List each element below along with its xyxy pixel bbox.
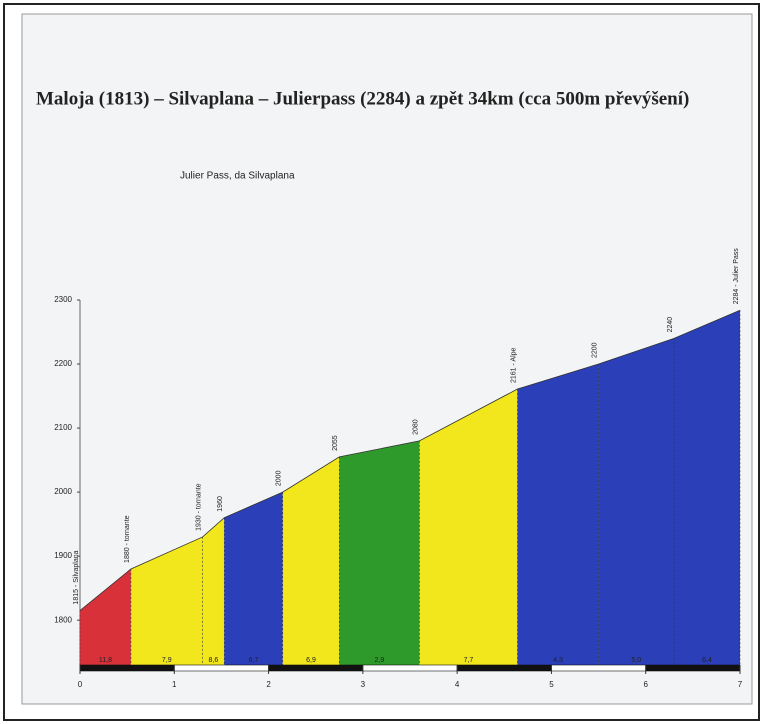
plot: 1800 1900 2000 2100 2200 2300 11,8 7,9 8,6 6,7 6,9… [54, 248, 743, 689]
point-label: 1930 - tornante [195, 483, 202, 531]
point-label: 2200 [591, 342, 598, 358]
point-label: 2240 [667, 317, 674, 333]
x-tick-label: 7 [738, 680, 743, 689]
segment-label: 6,7 [249, 657, 259, 664]
chart-subtitle: Julier Pass, da Silvaplana [180, 171, 295, 182]
segment-label: 7,7 [464, 657, 474, 664]
point-label: 2161 - Alpe [510, 347, 517, 383]
segment-label: 5,0 [631, 657, 641, 664]
y-tick-label: 2000 [54, 487, 72, 496]
x-tick-label: 0 [78, 680, 83, 689]
segment-label: 6,9 [306, 657, 316, 664]
y-tick-label: 2100 [54, 423, 72, 432]
km-bar [645, 664, 741, 672]
profile-segment [419, 389, 518, 665]
x-tick-label: 3 [361, 680, 366, 689]
frame [3, 3, 760, 721]
segment-label: 11,8 [99, 657, 112, 664]
x-tick-label: 5 [549, 680, 554, 689]
y-tick-label: 1900 [54, 551, 72, 560]
y-tick-label: 1800 [54, 615, 72, 624]
km-bar [362, 664, 458, 672]
profile-segment [202, 517, 225, 665]
point-label: 2000 [276, 470, 283, 486]
segment-label: 2,9 [374, 657, 384, 664]
point-label: 2055 [332, 435, 339, 451]
y-tick-label: 2300 [54, 295, 72, 304]
km-bar [551, 664, 647, 672]
x-tick-label: 6 [643, 680, 648, 689]
profile-segment [282, 456, 340, 665]
profile-segment [224, 492, 283, 665]
point-label: 1880 - tornante [124, 515, 131, 563]
profile-segment [598, 338, 674, 665]
segment-label: 4,3 [553, 657, 563, 664]
y-tick-label: 2200 [54, 359, 72, 368]
profile-segment [339, 440, 420, 665]
segment-label: 6,4 [702, 657, 712, 664]
x-tick-label: 4 [455, 680, 460, 689]
profile-segment [130, 536, 203, 665]
km-bar [173, 664, 269, 672]
km-bar [268, 664, 364, 672]
point-label: 1815 - Silvaplana [73, 550, 80, 604]
point-label: 2284 - Julier Pass [733, 248, 740, 305]
profile-segment [674, 310, 740, 665]
point-label: 2080 [412, 419, 419, 435]
km-bar [456, 664, 552, 672]
segment-label: 8,6 [209, 657, 219, 664]
profile-segment [517, 364, 599, 665]
profile-segment [80, 568, 131, 665]
x-tick-label: 2 [266, 680, 271, 689]
segment-label: 7,9 [162, 657, 172, 664]
x-tick-label: 1 [172, 680, 177, 689]
point-label: 1960 [217, 496, 224, 512]
chart-title: Maloja (1813) – Silvaplana – Julierpass … [36, 88, 689, 109]
km-bar [79, 664, 175, 672]
